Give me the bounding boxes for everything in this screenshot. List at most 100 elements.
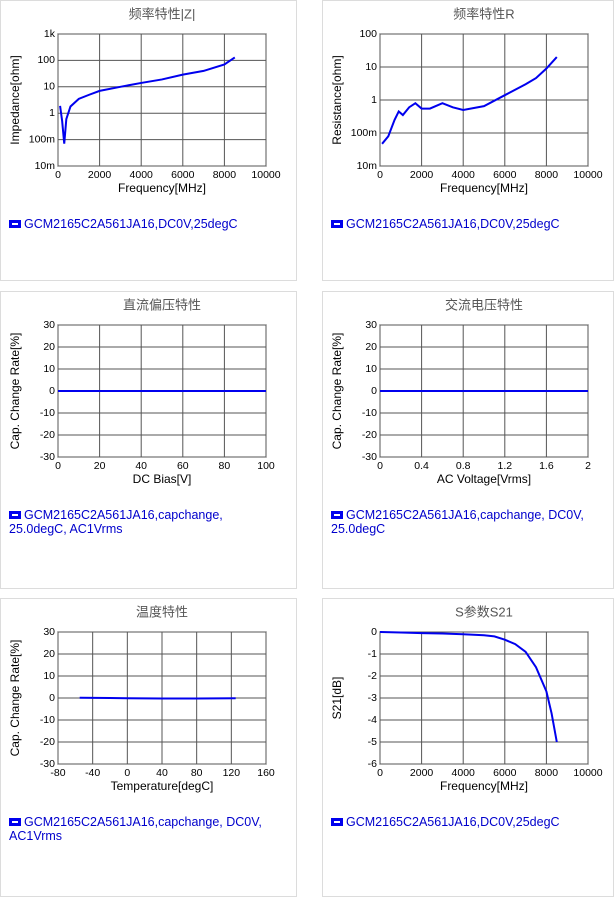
y-tick-label: -1 [368,648,377,660]
chart-title: S参数S21 [455,604,513,619]
x-tick-label: 40 [156,767,168,779]
series-line [381,56,558,145]
y-tick-label: -10 [362,407,377,419]
legend-label: GCM2165C2A561JA16,capchange, 25.0degC, A… [9,508,223,536]
y-tick-label: 0 [49,385,55,397]
y-tick-label: 100 [359,28,377,40]
x-tick-label: 8000 [535,767,559,779]
chart: 直流偏压特性 -30 -20 -10 0 10 20 30 0 20 40 60 80 100 DC Bia… [8,297,275,486]
y-tick-label: -20 [40,736,55,748]
x-tick-label: 2 [585,460,591,472]
legend-marker [331,220,343,228]
series-line [79,696,236,700]
y-tick-label: 0 [371,385,377,397]
x-axis-label: DC Bias[V] [133,472,192,486]
legend: GCM2165C2A561JA16,capchange, DC0V, 25.0d… [331,508,599,536]
y-axis-label: Resistance[ohm] [330,55,344,144]
legend: GCM2165C2A561JA16,DC0V,25degC [331,217,599,231]
x-tick-label: 0 [377,169,383,181]
y-axis-label: Cap. Change Rate[%] [330,333,344,450]
chart: 交流电压特性 -30 -20 -10 0 10 20 30 0 0.4 0.8 1.2 1.6 2 AC V… [330,297,591,486]
y-tick-label: 30 [365,319,377,331]
x-tick-label: 120 [223,767,241,779]
y-tick-label: -30 [40,758,55,770]
chart-panel: 温度特性 -30 -20 -10 0 10 20 30 -80 -40 0 40 80 120 160 Tem… [0,598,297,897]
x-tick-label: 6000 [493,169,517,181]
chart-panel: 直流偏压特性 -30 -20 -10 0 10 20 30 0 20 40 60 80 100 DC Bia… [0,291,297,589]
x-tick-label: -40 [85,767,100,779]
plot-area [57,33,267,167]
chart-panel: 交流电压特性 -30 -20 -10 0 10 20 30 0 0.4 0.8 1.2 1.6 2 AC V… [322,291,614,589]
y-tick-label: 10 [365,363,377,375]
x-tick-label: 8000 [213,169,237,181]
y-axis-label: Cap. Change Rate[%] [8,333,22,450]
y-tick-label: -10 [40,714,55,726]
y-axis-label: Impedance[ohm] [8,55,22,144]
x-tick-label: 10000 [573,767,602,779]
x-tick-label: 2000 [410,767,434,779]
y-tick-label: 100 [37,54,55,66]
y-tick-label: -2 [368,670,377,682]
legend-marker [331,818,343,826]
legend-marker [9,818,21,826]
y-tick-label: -30 [40,451,55,463]
legend: GCM2165C2A561JA16,DC0V,25degC [331,815,599,829]
x-tick-label: 4000 [452,767,476,779]
x-tick-label: 10000 [573,169,602,181]
x-tick-label: 8000 [535,169,559,181]
x-axis-label: AC Voltage[Vrms] [437,472,531,486]
legend-item: GCM2165C2A561JA16,DC0V,25degC [331,815,599,829]
x-tick-label: 0.4 [414,460,429,472]
x-tick-label: 1.6 [539,460,554,472]
x-tick-label: 2000 [88,169,112,181]
y-tick-label: -20 [362,429,377,441]
y-tick-label: -3 [368,692,377,704]
legend-marker [9,220,21,228]
y-tick-label: 0 [371,626,377,638]
y-tick-label: -6 [368,758,377,770]
legend-item: GCM2165C2A561JA16,capchange, 25.0degC, A… [9,508,277,536]
chart: S参数S21 -6 -5 -4 -3 -2 -1 0 0 2000 4000 6000 8000 1000… [330,604,603,793]
legend: GCM2165C2A561JA16,DC0V,25degC [9,217,277,231]
x-tick-label: 4000 [130,169,154,181]
y-axis-label: Cap. Change Rate[%] [8,640,22,757]
chart-title: 温度特性 [136,604,188,619]
legend-label: GCM2165C2A561JA16,DC0V,25degC [346,217,560,231]
y-tick-label: 100m [29,133,56,145]
chart-panel: 频率特性|Z| 10m 100m 1 10 100 1k 0 2000 4000 6000 8000 1… [0,0,297,281]
y-tick-label: 1k [44,28,56,40]
legend-item: GCM2165C2A561JA16,DC0V,25degC [331,217,599,231]
legend-marker [9,511,21,519]
chart: 温度特性 -30 -20 -10 0 10 20 30 -80 -40 0 40 80 120 160 Tem… [8,604,275,793]
chart: 频率特性R 10m 100m 1 10 100 0 2000 4000 6000 8000 10000… [330,6,603,195]
y-tick-label: 0 [49,692,55,704]
y-tick-label: 20 [43,648,55,660]
x-tick-label: -80 [50,767,65,779]
x-tick-label: 6000 [171,169,195,181]
y-tick-label: 30 [43,626,55,638]
x-tick-label: 80 [191,767,203,779]
x-axis-label: Temperature[degC] [111,779,214,793]
x-tick-label: 60 [177,460,189,472]
chart-panel: 频率特性R 10m 100m 1 10 100 0 2000 4000 6000 8000 10000… [322,0,614,281]
y-tick-label: 100m [351,127,378,139]
chart-title: 频率特性|Z| [129,6,196,21]
x-tick-label: 0 [377,767,383,779]
legend: GCM2165C2A561JA16,capchange, 25.0degC, A… [9,508,277,536]
legend-item: GCM2165C2A561JA16,capchange, DC0V, AC1Vr… [9,815,277,843]
y-tick-label: 30 [43,319,55,331]
x-axis-label: Frequency[MHz] [440,181,528,195]
x-tick-label: 2000 [410,169,434,181]
x-axis-label: Frequency[MHz] [118,181,206,195]
chart-panel: S参数S21 -6 -5 -4 -3 -2 -1 0 0 2000 4000 6000 8000 1000… [322,598,614,897]
x-tick-label: 1.2 [497,460,512,472]
x-axis-label: Frequency[MHz] [440,779,528,793]
y-tick-label: -4 [368,714,377,726]
chart-title: 频率特性R [453,6,514,21]
x-tick-label: 160 [257,767,275,779]
y-tick-label: 10 [43,363,55,375]
x-tick-label: 80 [219,460,231,472]
chart-title: 直流偏压特性 [123,297,201,312]
y-axis-label: S21[dB] [330,677,344,720]
y-tick-label: 10 [43,670,55,682]
